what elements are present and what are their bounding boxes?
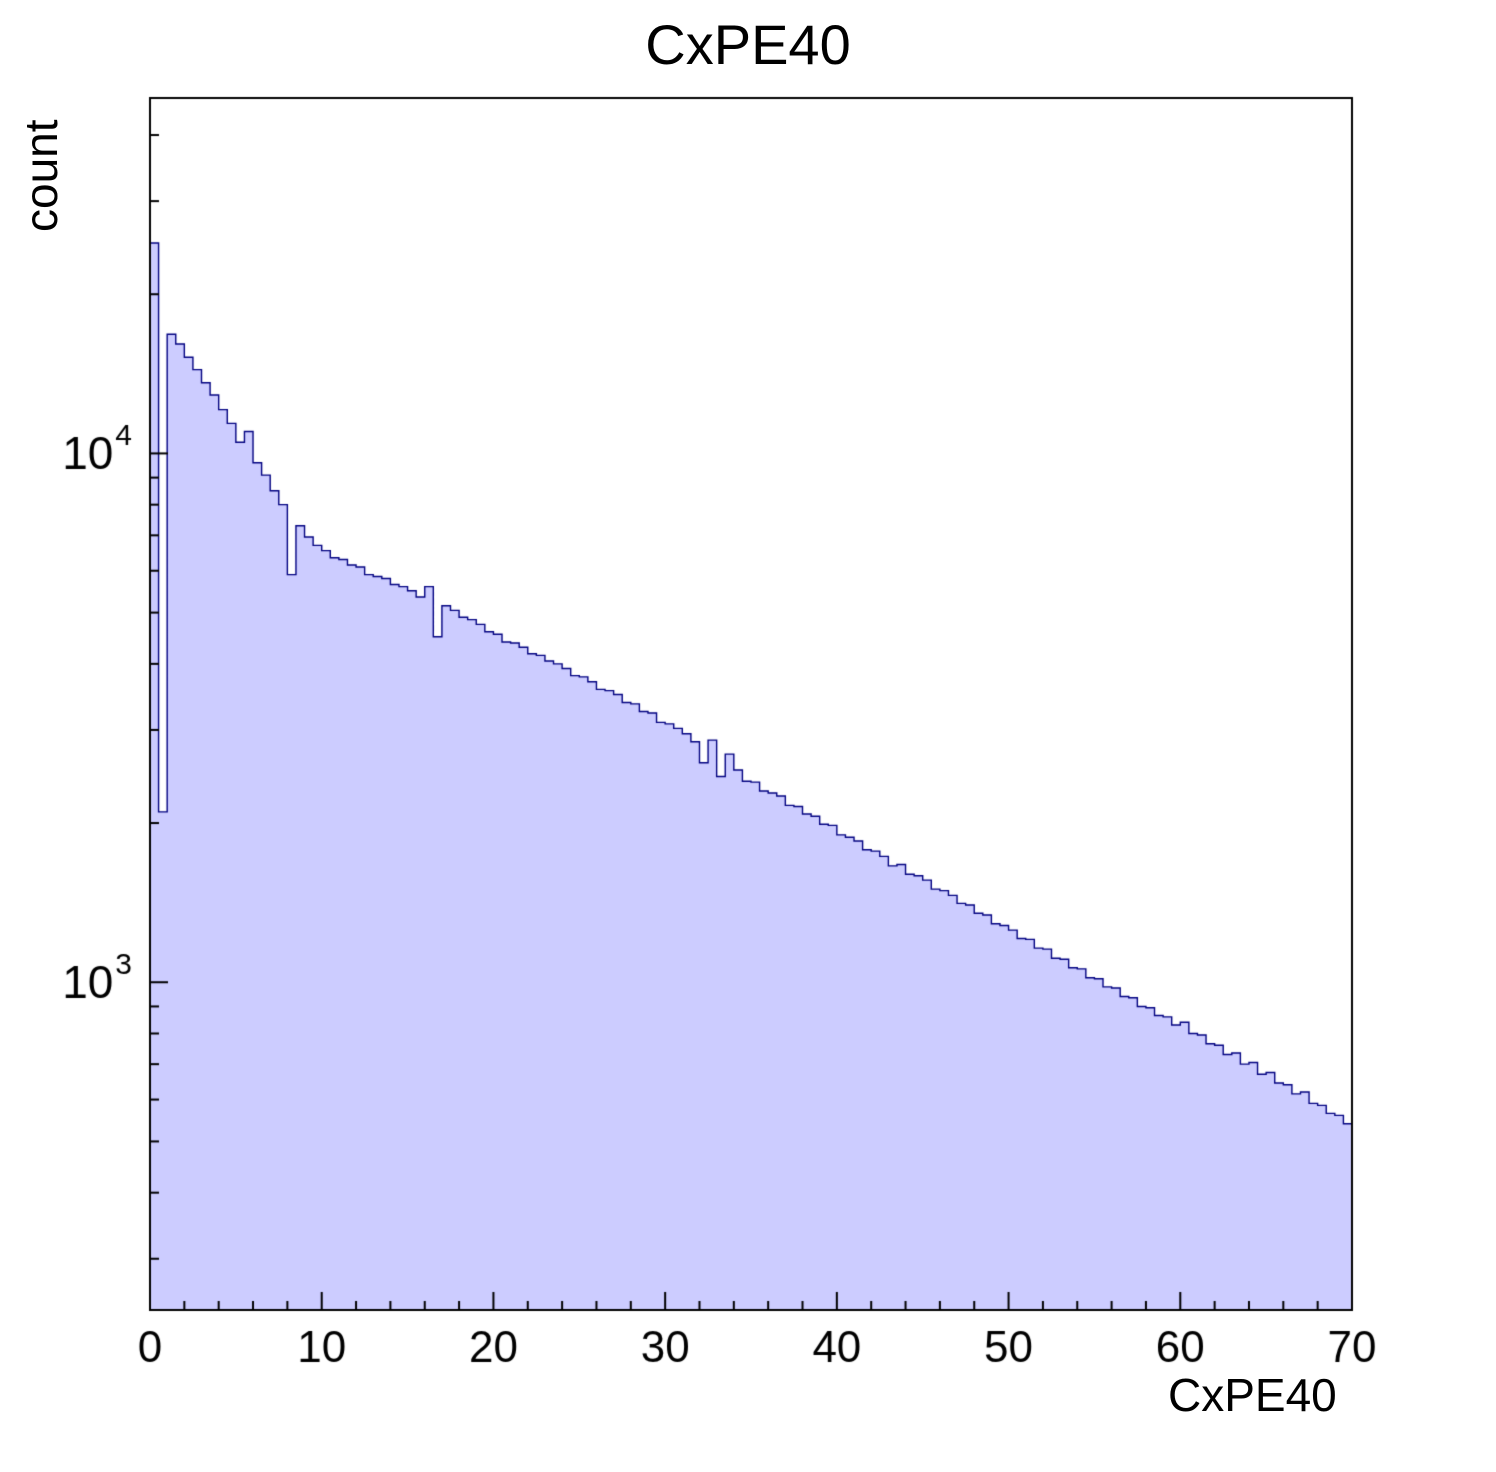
y-axis-label: count	[15, 119, 67, 232]
chart-title: CxPE40	[645, 13, 851, 76]
x-axis-label: CxPE40	[1168, 1369, 1337, 1421]
